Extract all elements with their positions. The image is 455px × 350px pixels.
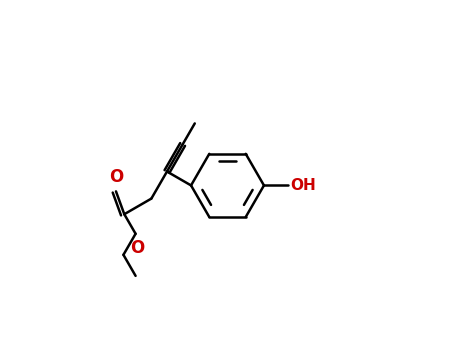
Text: OH: OH bbox=[290, 178, 316, 193]
Text: O: O bbox=[109, 168, 123, 186]
Text: O: O bbox=[130, 239, 144, 257]
